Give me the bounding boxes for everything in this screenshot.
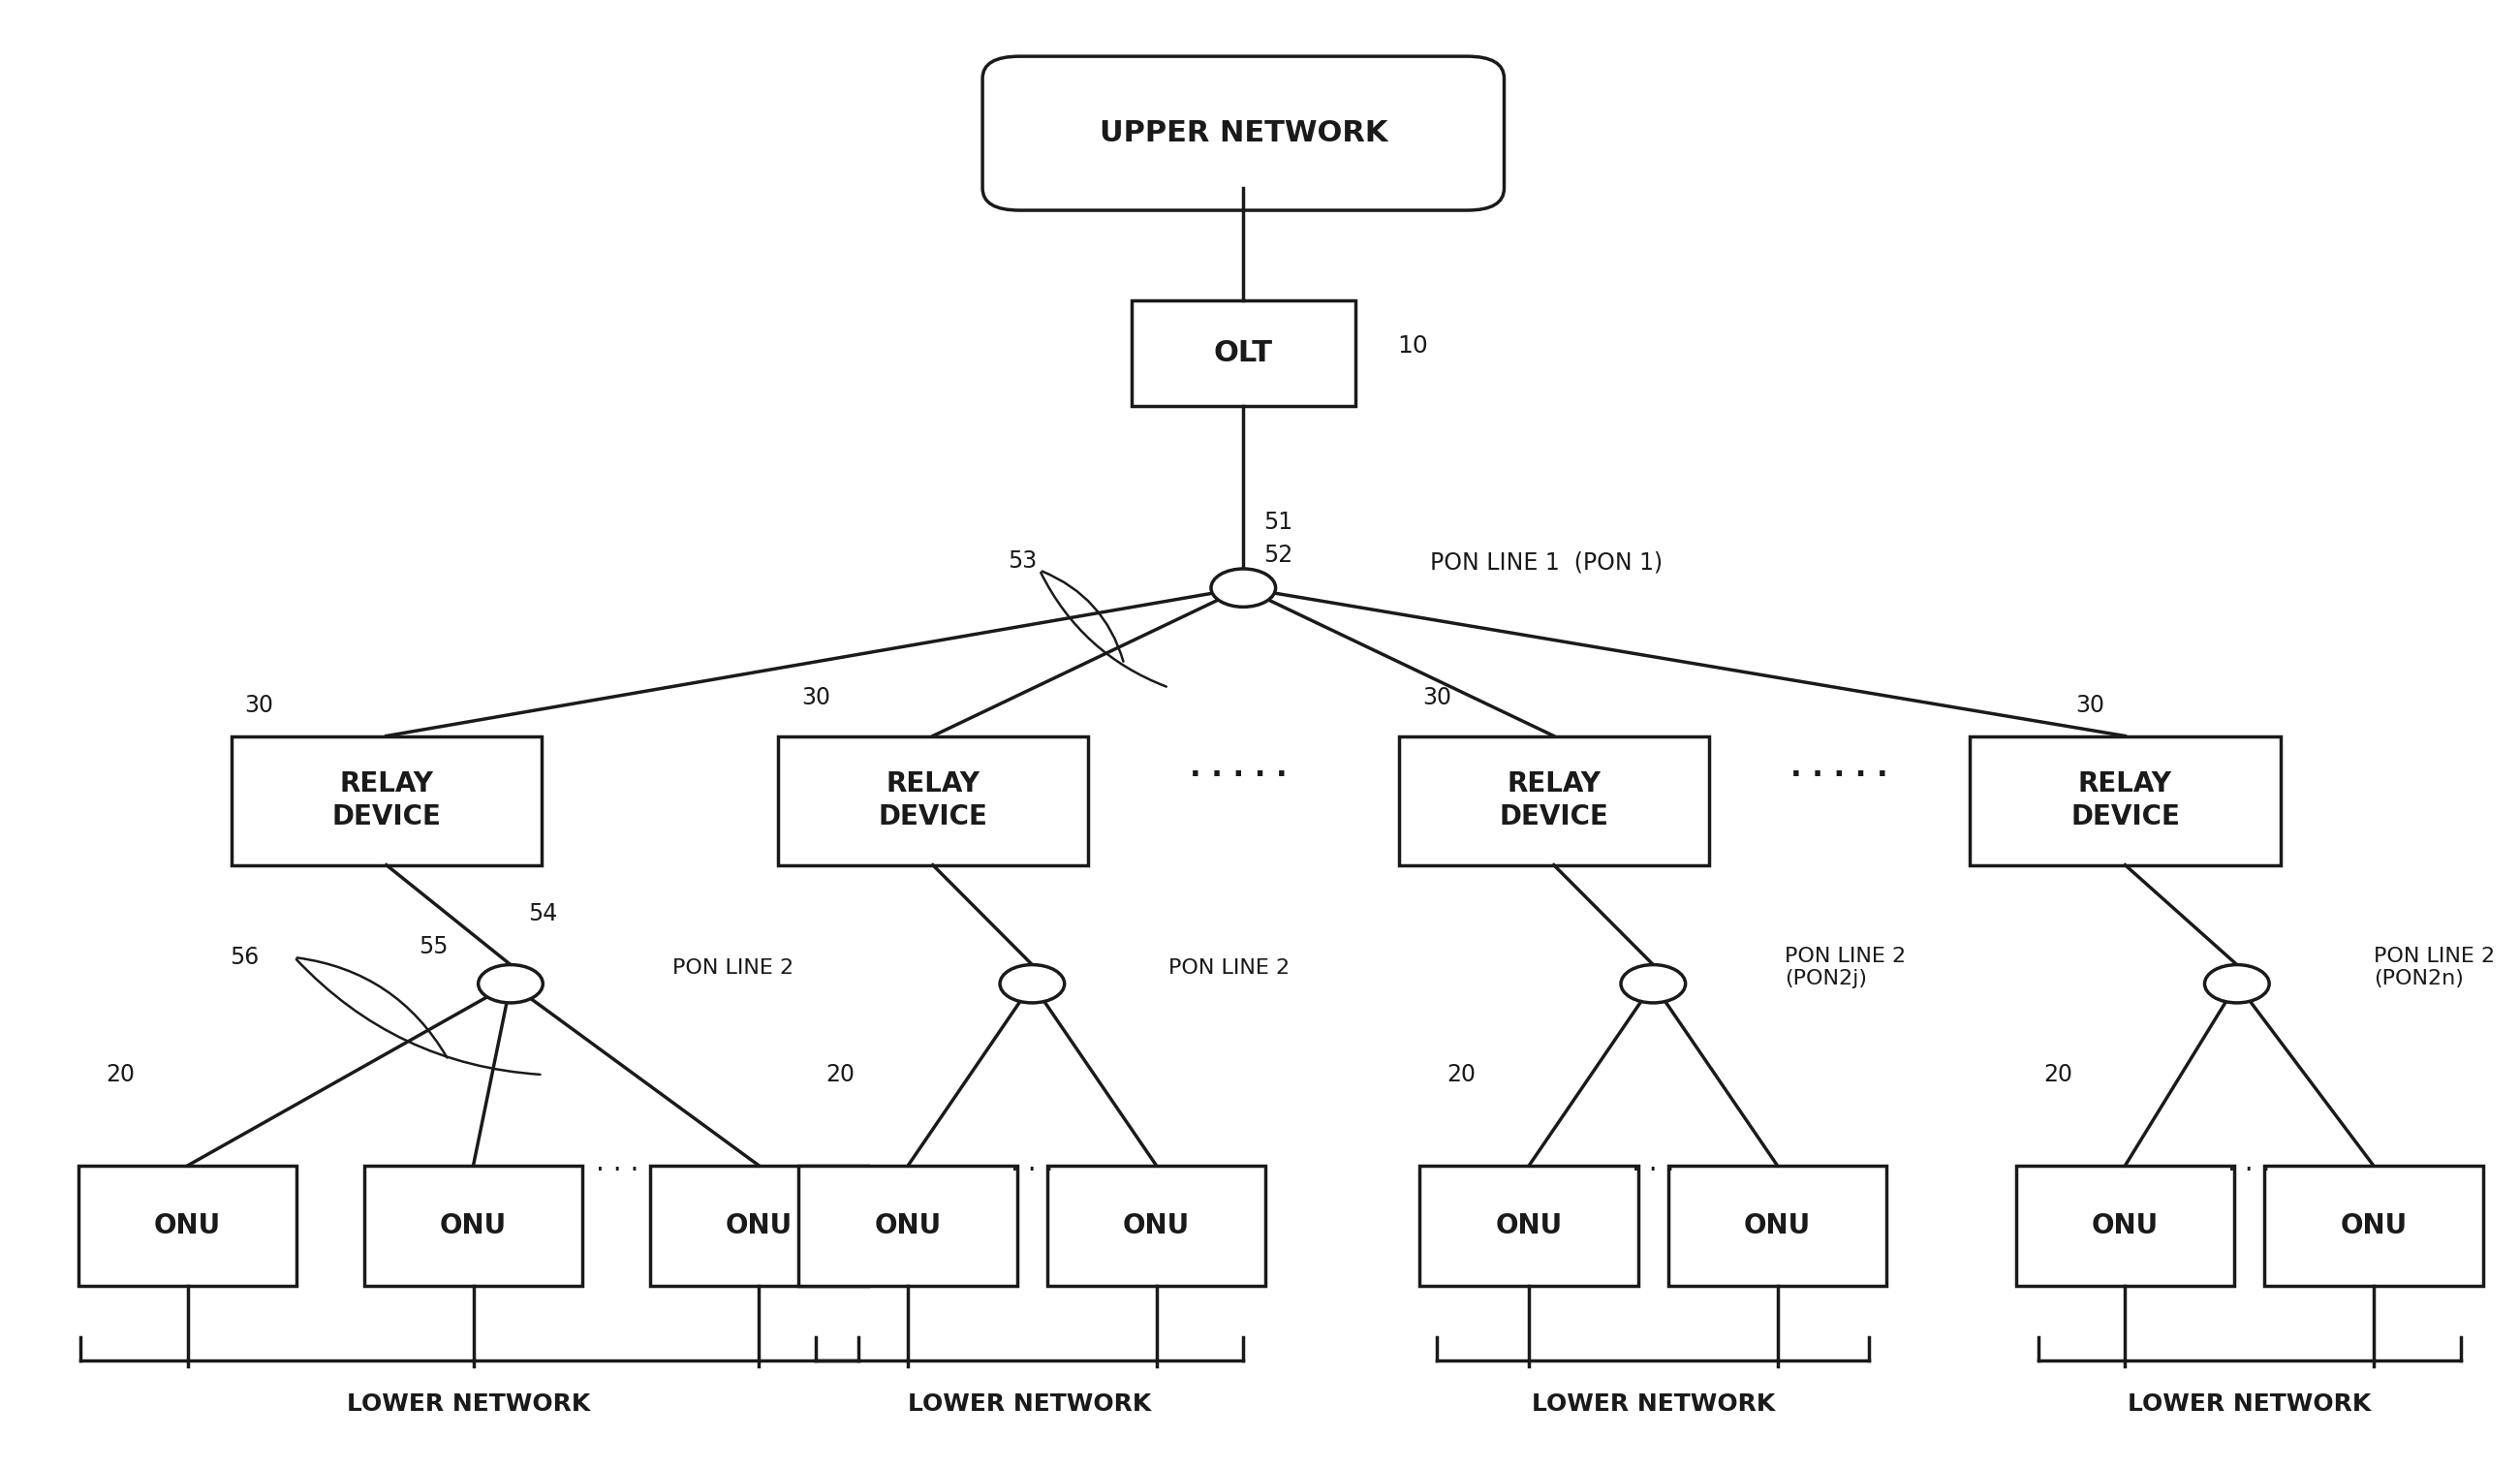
Text: . . . . .: . . . . .	[1792, 754, 1887, 783]
Text: ONU: ONU	[441, 1212, 507, 1240]
FancyBboxPatch shape	[1399, 736, 1709, 865]
FancyBboxPatch shape	[983, 56, 1504, 210]
Text: 52: 52	[1263, 544, 1293, 567]
Circle shape	[1212, 569, 1275, 607]
Text: UPPER NETWORK: UPPER NETWORK	[1099, 119, 1389, 147]
Text: 30: 30	[2076, 693, 2104, 717]
Text: 20: 20	[827, 1064, 854, 1086]
FancyBboxPatch shape	[2265, 1165, 2482, 1285]
Text: 10: 10	[1396, 335, 1429, 357]
Text: 20: 20	[106, 1064, 134, 1086]
FancyBboxPatch shape	[2016, 1165, 2235, 1285]
Circle shape	[479, 965, 542, 1003]
Text: . . .: . . .	[2228, 1149, 2271, 1177]
Text: 30: 30	[244, 693, 275, 717]
Text: . . .: . . .	[1011, 1149, 1053, 1177]
FancyBboxPatch shape	[650, 1165, 869, 1285]
Text: ONU: ONU	[726, 1212, 791, 1240]
Text: OLT: OLT	[1215, 339, 1273, 367]
Text: 30: 30	[801, 686, 829, 710]
FancyBboxPatch shape	[232, 736, 542, 865]
FancyBboxPatch shape	[1048, 1165, 1265, 1285]
Text: 56: 56	[229, 946, 260, 970]
Text: PON LINE 2
(PON2n): PON LINE 2 (PON2n)	[2374, 946, 2495, 989]
Text: PON LINE 1  (PON 1): PON LINE 1 (PON 1)	[1429, 551, 1663, 574]
Text: . . .: . . .	[595, 1149, 640, 1177]
Text: PON LINE 2
(PON2j): PON LINE 2 (PON2j)	[1784, 946, 1905, 989]
Circle shape	[1000, 965, 1063, 1003]
Text: RELAY
DEVICE: RELAY DEVICE	[877, 770, 988, 831]
Text: 20: 20	[2044, 1064, 2071, 1086]
Text: RELAY
DEVICE: RELAY DEVICE	[2071, 770, 2180, 831]
FancyBboxPatch shape	[1419, 1165, 1638, 1285]
FancyBboxPatch shape	[799, 1165, 1018, 1285]
Text: RELAY
DEVICE: RELAY DEVICE	[333, 770, 441, 831]
Text: LOWER NETWORK: LOWER NETWORK	[1532, 1393, 1774, 1416]
Text: LOWER NETWORK: LOWER NETWORK	[348, 1393, 590, 1416]
FancyBboxPatch shape	[1131, 301, 1356, 405]
Text: 51: 51	[1263, 510, 1293, 533]
Text: LOWER NETWORK: LOWER NETWORK	[907, 1393, 1152, 1416]
Text: ONU: ONU	[1744, 1212, 1812, 1240]
Text: ONU: ONU	[1124, 1212, 1189, 1240]
Text: ONU: ONU	[2341, 1212, 2407, 1240]
FancyBboxPatch shape	[1668, 1165, 1887, 1285]
FancyBboxPatch shape	[779, 736, 1089, 865]
Text: 55: 55	[418, 936, 449, 959]
Text: ONU: ONU	[154, 1212, 222, 1240]
Text: LOWER NETWORK: LOWER NETWORK	[2127, 1393, 2371, 1416]
Text: RELAY
DEVICE: RELAY DEVICE	[1499, 770, 1608, 831]
Text: 53: 53	[1008, 549, 1036, 573]
Circle shape	[2205, 965, 2268, 1003]
Text: PON LINE 2: PON LINE 2	[1169, 958, 1290, 977]
FancyBboxPatch shape	[78, 1165, 297, 1285]
Text: . . . . .: . . . . .	[1189, 754, 1288, 783]
Text: . . .: . . .	[1630, 1149, 1676, 1177]
Text: ONU: ONU	[2092, 1212, 2160, 1240]
FancyBboxPatch shape	[1971, 736, 2281, 865]
Text: 30: 30	[1421, 686, 1452, 710]
Text: ONU: ONU	[874, 1212, 942, 1240]
Text: PON LINE 2: PON LINE 2	[673, 958, 794, 977]
Circle shape	[1620, 965, 1686, 1003]
Text: 20: 20	[1446, 1064, 1477, 1086]
Text: 54: 54	[529, 902, 557, 925]
Text: ONU: ONU	[1494, 1212, 1562, 1240]
FancyBboxPatch shape	[363, 1165, 582, 1285]
